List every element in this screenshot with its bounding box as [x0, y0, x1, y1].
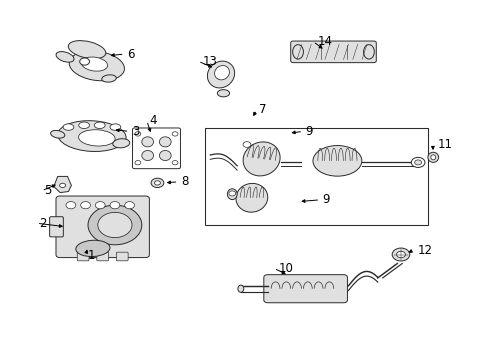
Ellipse shape: [63, 124, 74, 130]
Circle shape: [410, 157, 424, 167]
Ellipse shape: [50, 130, 65, 138]
Ellipse shape: [110, 124, 121, 130]
Ellipse shape: [113, 139, 129, 148]
Circle shape: [414, 160, 421, 165]
Ellipse shape: [159, 137, 171, 147]
Ellipse shape: [58, 121, 126, 152]
Ellipse shape: [94, 122, 105, 129]
Ellipse shape: [312, 145, 361, 176]
Text: 2: 2: [39, 217, 46, 230]
Text: 8: 8: [181, 175, 188, 188]
Text: 7: 7: [259, 103, 266, 116]
FancyBboxPatch shape: [132, 128, 180, 168]
Circle shape: [135, 132, 141, 136]
Circle shape: [88, 205, 142, 245]
Circle shape: [95, 202, 105, 209]
Ellipse shape: [430, 155, 435, 160]
Ellipse shape: [237, 285, 243, 292]
Circle shape: [172, 132, 178, 136]
Ellipse shape: [427, 152, 438, 162]
Ellipse shape: [214, 66, 229, 80]
Ellipse shape: [227, 189, 237, 199]
Circle shape: [81, 202, 90, 209]
Ellipse shape: [56, 51, 74, 62]
Circle shape: [66, 202, 76, 209]
Ellipse shape: [207, 61, 234, 88]
FancyBboxPatch shape: [50, 217, 63, 237]
Bar: [205, 128, 427, 225]
Circle shape: [135, 161, 141, 165]
Ellipse shape: [159, 150, 171, 161]
Text: 1: 1: [88, 249, 95, 262]
Ellipse shape: [235, 183, 267, 212]
FancyBboxPatch shape: [116, 252, 128, 261]
Circle shape: [154, 181, 160, 185]
FancyBboxPatch shape: [77, 252, 89, 261]
Polygon shape: [54, 176, 71, 193]
Circle shape: [110, 202, 120, 209]
Text: 11: 11: [437, 138, 452, 150]
Text: 4: 4: [149, 114, 156, 127]
Ellipse shape: [142, 150, 153, 161]
Circle shape: [124, 202, 134, 209]
Text: 9: 9: [322, 193, 329, 206]
Ellipse shape: [79, 130, 115, 146]
Ellipse shape: [217, 90, 229, 97]
Ellipse shape: [68, 41, 105, 59]
Ellipse shape: [102, 75, 116, 82]
Circle shape: [228, 191, 235, 196]
Ellipse shape: [81, 57, 107, 71]
Ellipse shape: [243, 142, 280, 176]
Circle shape: [60, 183, 65, 188]
Text: 12: 12: [417, 244, 432, 257]
Text: 6: 6: [127, 48, 134, 60]
Text: 10: 10: [278, 262, 293, 275]
Ellipse shape: [69, 51, 124, 81]
Circle shape: [172, 161, 178, 165]
Ellipse shape: [363, 45, 374, 59]
Circle shape: [151, 178, 163, 188]
Text: 9: 9: [305, 125, 312, 138]
Ellipse shape: [142, 137, 153, 147]
Ellipse shape: [79, 122, 89, 129]
Text: 13: 13: [203, 55, 217, 68]
Ellipse shape: [76, 240, 110, 257]
Circle shape: [80, 58, 89, 65]
Circle shape: [391, 248, 409, 261]
Ellipse shape: [292, 45, 303, 59]
FancyBboxPatch shape: [264, 275, 346, 303]
Circle shape: [396, 251, 405, 258]
Circle shape: [98, 212, 132, 238]
FancyBboxPatch shape: [97, 252, 108, 261]
Text: 3: 3: [132, 125, 139, 138]
Circle shape: [243, 141, 250, 147]
Text: 14: 14: [317, 35, 332, 48]
FancyBboxPatch shape: [290, 41, 376, 63]
Text: 5: 5: [44, 184, 51, 197]
FancyBboxPatch shape: [56, 196, 149, 258]
